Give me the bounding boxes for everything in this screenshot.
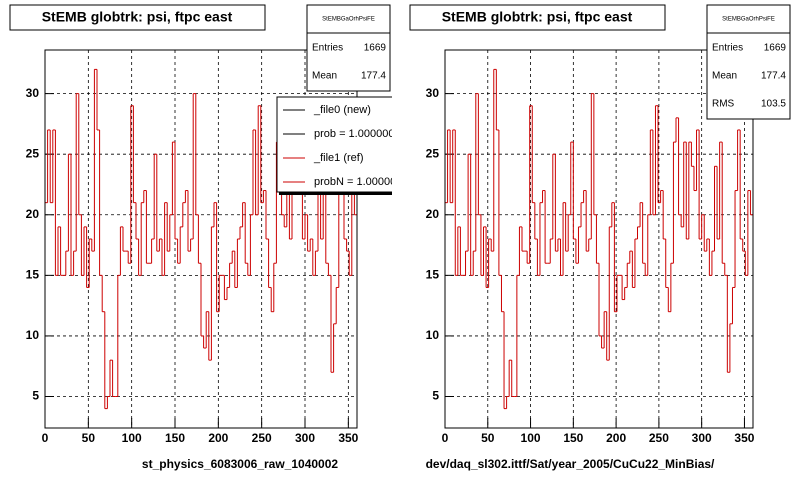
- stats-value: 1669: [364, 43, 387, 54]
- x-tick-label: 300: [295, 431, 315, 445]
- legend-label: probN = 1.00000: [314, 176, 396, 188]
- y-tick-label: 10: [426, 328, 440, 342]
- x-tick-label: 150: [165, 431, 185, 445]
- x-tick-label: 250: [649, 431, 669, 445]
- stats-value: 177.4: [761, 71, 786, 82]
- y-tick-label: 15: [26, 268, 40, 282]
- stats-box: [306, 4, 391, 92]
- stats-value: 177.4: [361, 71, 386, 82]
- x-tick-label: 250: [252, 431, 272, 445]
- y-tick-label: 30: [26, 86, 40, 100]
- stats-label: Mean: [712, 71, 737, 82]
- stats-value: 103.5: [761, 99, 786, 110]
- stats-label: Entries: [712, 43, 743, 54]
- legend-shadow: [279, 192, 392, 195]
- stats-box: [706, 4, 791, 120]
- x-tick-label: 50: [82, 431, 96, 445]
- stats-value: 1669: [764, 43, 787, 54]
- x-tick-label: 200: [606, 431, 626, 445]
- x-tick-label: 350: [338, 431, 358, 445]
- y-tick-label: 20: [426, 207, 440, 221]
- y-tick-label: 20: [26, 207, 40, 221]
- legend-label: _file1 (ref): [313, 152, 364, 164]
- x-tick-label: 100: [521, 431, 541, 445]
- x-tick-label: 200: [208, 431, 228, 445]
- stats-label: Mean: [312, 71, 337, 82]
- y-tick-label: 5: [432, 389, 439, 403]
- stats-title: StEMBGaOrhPsiFE: [322, 17, 375, 23]
- y-tick-label: 15: [426, 268, 440, 282]
- title: StEMB globtrk: psi, ftpc east: [42, 9, 233, 25]
- title: StEMB globtrk: psi, ftpc east: [442, 9, 633, 25]
- x-label: st_physics_6083006_raw_1040002: [142, 457, 338, 471]
- plot-frame: [444, 49, 754, 429]
- legend: _file0 (new) prob = 1.000000 _file1 (ref) p…: [276, 96, 396, 195]
- stats-label: Entries: [312, 43, 343, 54]
- plot-frame: [44, 49, 358, 429]
- x-tick-label: 300: [692, 431, 712, 445]
- x-label: dev/daq_sl302.ittf/Sat/year_2005/CuCu22_…: [426, 457, 715, 471]
- x-tick-label: 100: [122, 431, 142, 445]
- legend-label: _file0 (new): [313, 104, 371, 116]
- x-tick-label: 150: [563, 431, 583, 445]
- x-tick-label: 50: [481, 431, 495, 445]
- stats-label: RMS: [712, 99, 735, 110]
- x-tick-label: 350: [734, 431, 754, 445]
- y-tick-label: 5: [32, 389, 39, 403]
- y-tick-label: 30: [426, 86, 440, 100]
- y-tick-label: 25: [26, 146, 40, 160]
- y-tick-label: 25: [426, 146, 440, 160]
- legend-label: prob = 1.000000: [314, 128, 394, 140]
- legend-box: [276, 96, 392, 193]
- x-tick-label: 0: [42, 431, 49, 445]
- y-tick-label: 10: [26, 328, 40, 342]
- title-box: [9, 4, 266, 31]
- stats-title: StEMBGaOrhPsiFE: [722, 17, 775, 23]
- x-tick-label: 0: [442, 431, 449, 445]
- title-box: [409, 4, 666, 31]
